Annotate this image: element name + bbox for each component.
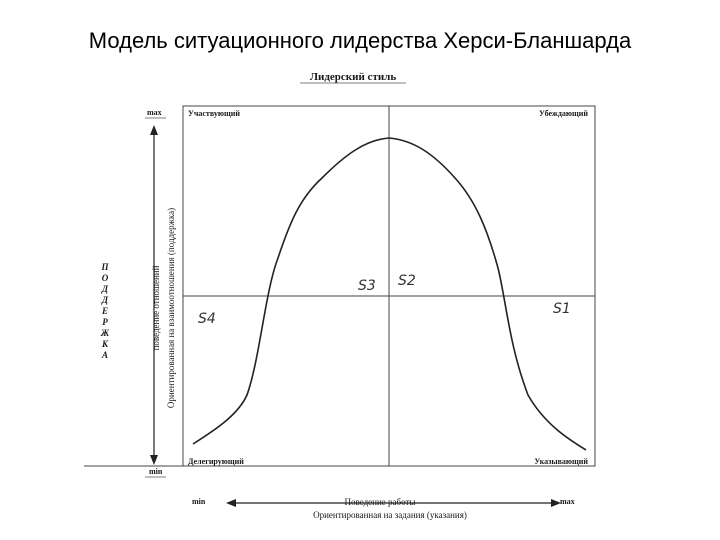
x-axis-arrowhead-left (226, 499, 236, 507)
vertical-letter: А (101, 350, 108, 360)
vertical-letter: Р (102, 317, 108, 327)
x-axis-caption-work: Поведение работы (345, 497, 416, 507)
y-axis-caption-support: Ориентированная на взаимоотношения (подд… (166, 208, 176, 408)
x-axis-arrowhead-right (551, 499, 561, 507)
style-label-s4: S4 (198, 311, 216, 327)
quadrant-label-telling: Указывающий (534, 457, 588, 466)
style-label-s2: S2 (398, 273, 416, 289)
quadrant-label-participating: Участвующий (188, 109, 240, 118)
quadrant-label-delegating: Делегирующий (188, 457, 244, 466)
vertical-letter: Е (101, 306, 108, 316)
vertical-letter: П (100, 262, 109, 272)
y-axis-caption-relations: поведение отношений (151, 265, 161, 350)
y-axis-min-label: min (149, 467, 163, 476)
y-axis-vertical-word: П О Д Д Е Р Ж К А (100, 262, 110, 360)
quadrant-label-selling: Убеждающий (539, 109, 588, 118)
x-axis-caption-tasks: Ориентированная на задания (указания) (313, 510, 467, 520)
x-axis-min-label: min (192, 497, 206, 506)
vertical-letter: Д (101, 284, 109, 294)
diagram-heading: Лидерский стиль (310, 71, 397, 83)
vertical-letter: О (102, 273, 109, 283)
y-axis-arrowhead-up (150, 125, 158, 135)
y-axis-max-label: max (147, 108, 162, 117)
x-axis-max-label: max (560, 497, 575, 506)
vertical-letter: Д (101, 295, 109, 305)
leadership-style-curve (192, 137, 587, 451)
vertical-letter: К (101, 339, 109, 349)
style-label-s1: S1 (553, 301, 571, 317)
style-label-s3: S3 (358, 278, 376, 294)
y-axis-arrowhead-down (150, 455, 158, 465)
vertical-letter: Ж (100, 328, 110, 338)
slide-title: Модель ситуационного лидерства Херси-Бла… (88, 28, 632, 53)
